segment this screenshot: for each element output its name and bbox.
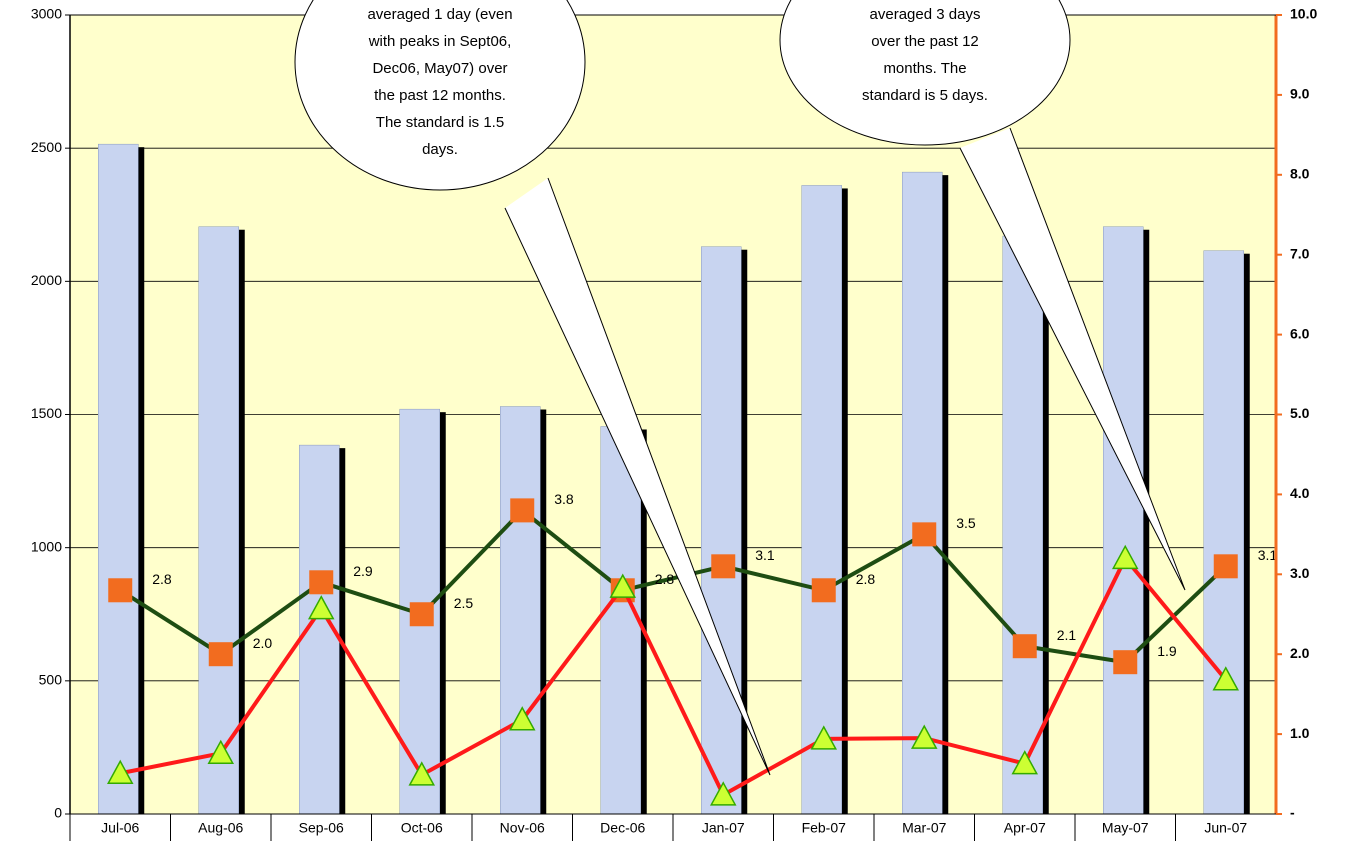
callout-tail <box>504 177 771 776</box>
y2-tick-label: 1.0 <box>1290 725 1310 741</box>
x-tick-label: Apr-07 <box>1004 820 1046 836</box>
marker <box>912 522 937 547</box>
marker <box>1011 750 1039 775</box>
marks: 2.8 2.0 2.9 2.5 3.8 2.8 3.1 2.8 3.5 2.1 1.9 3.1 <box>98 143 1278 815</box>
y-tick-label: 3000 <box>31 6 62 22</box>
marker <box>508 706 536 731</box>
bar <box>1203 250 1244 815</box>
marker <box>609 573 637 598</box>
line <box>119 507 1228 665</box>
data-label: 2.9 <box>353 563 373 579</box>
x-tick-label: Feb-07 <box>802 820 847 836</box>
line <box>119 554 1228 798</box>
marker <box>108 578 133 603</box>
marker <box>510 498 535 523</box>
data-label: 2.5 <box>454 595 474 611</box>
x-tick-label: Nov-06 <box>500 820 545 836</box>
bar <box>98 143 139 815</box>
bar <box>902 171 943 815</box>
data-label: 2.8 <box>152 571 172 587</box>
y-tick-label: 1000 <box>31 538 62 554</box>
callout-line: Dec06, May07) over <box>372 60 507 77</box>
callout-line: days. <box>422 141 458 158</box>
data-label: 2.8 <box>655 571 675 587</box>
bar <box>1103 226 1144 815</box>
y-tick-label: 2500 <box>31 139 62 155</box>
y2-tick-label: - <box>1290 805 1295 821</box>
marker <box>1012 634 1037 659</box>
y2-tick-label: 3.0 <box>1290 565 1310 581</box>
x-tick-label: Jun-07 <box>1204 820 1247 836</box>
x-tick-label: Jan-07 <box>702 820 745 836</box>
y2-tick-label: 6.0 <box>1290 325 1310 341</box>
marker <box>811 578 836 603</box>
x-tick-label: May-07 <box>1102 820 1149 836</box>
x-tick-label: Oct-06 <box>401 820 443 836</box>
x-tick-label: Mar-07 <box>902 820 947 836</box>
bar <box>801 185 842 815</box>
y2-tick-label: 5.0 <box>1290 405 1310 421</box>
callout-bubble <box>294 0 586 191</box>
callout: averaged 1 day (even with peaks in Sept06… <box>294 0 1186 776</box>
callout-line: The standard is 1.5 <box>376 114 504 131</box>
data-label: 2.8 <box>856 571 876 587</box>
data-label: 3.1 <box>1258 547 1278 563</box>
bar <box>1002 235 1043 815</box>
callout-line: over the past 12 <box>871 33 979 50</box>
y2-tick-label: 4.0 <box>1290 485 1310 501</box>
callout-line: with peaks in Sept06, <box>368 33 512 50</box>
x-tick-label: Sep-06 <box>299 820 344 836</box>
data-label: 2.1 <box>1057 627 1077 643</box>
callout-text: averaged 1 day (even with peaks in Sept06… <box>367 6 512 158</box>
callout-line: the past 12 months. <box>374 87 506 104</box>
data-label: 1.9 <box>1157 643 1177 659</box>
data-label: 3.5 <box>956 515 976 531</box>
marker <box>1213 554 1238 579</box>
x-tick-label: Aug-06 <box>198 820 243 836</box>
y2-tick-label: 10.0 <box>1290 6 1317 22</box>
marker <box>307 595 335 620</box>
y2-tick-label: 8.0 <box>1290 166 1310 182</box>
y2-tick-label: 9.0 <box>1290 86 1310 102</box>
callout-line: averaged 1 day (even <box>367 6 512 23</box>
data-label: 3.8 <box>554 491 574 507</box>
x-tick-label: Dec-06 <box>600 820 645 836</box>
callout-text: averaged 3 days over the past 12 months. T… <box>862 6 988 104</box>
y-tick-label: 1500 <box>31 405 62 421</box>
callout-line: months. The <box>883 60 966 77</box>
marker <box>408 761 436 786</box>
callout-tail <box>959 127 1186 591</box>
marker <box>409 602 434 627</box>
marker <box>910 724 938 749</box>
marker <box>1113 650 1138 675</box>
marker <box>207 739 235 765</box>
marker <box>208 642 233 667</box>
bar <box>500 406 541 815</box>
bar <box>600 426 641 815</box>
callout-bubble <box>779 0 1071 146</box>
marker <box>709 781 737 806</box>
bar <box>701 246 742 815</box>
marker <box>711 554 736 579</box>
callout-line: averaged 3 days <box>870 6 981 23</box>
data-label: 2.0 <box>253 635 273 651</box>
y2-tick-label: 2.0 <box>1290 645 1310 661</box>
callout-line: standard is 5 days. <box>862 87 988 104</box>
marker <box>309 570 334 595</box>
marker <box>1111 544 1139 570</box>
x-tick-label: Jul-06 <box>101 820 139 836</box>
y-tick-label: 500 <box>39 672 63 688</box>
marker <box>1212 666 1240 691</box>
axes: 0 500 1000 1500 2000 2500 3000 - 1.0 2.0 3.0 4.0 5.0… <box>31 6 1317 841</box>
data-label: 3.1 <box>755 547 775 563</box>
y2-tick-label: 7.0 <box>1290 245 1310 261</box>
y-tick-label: 0 <box>54 805 62 821</box>
bar <box>198 226 239 815</box>
marker <box>810 725 838 750</box>
marker <box>106 759 134 785</box>
y-tick-label: 2000 <box>31 272 62 288</box>
